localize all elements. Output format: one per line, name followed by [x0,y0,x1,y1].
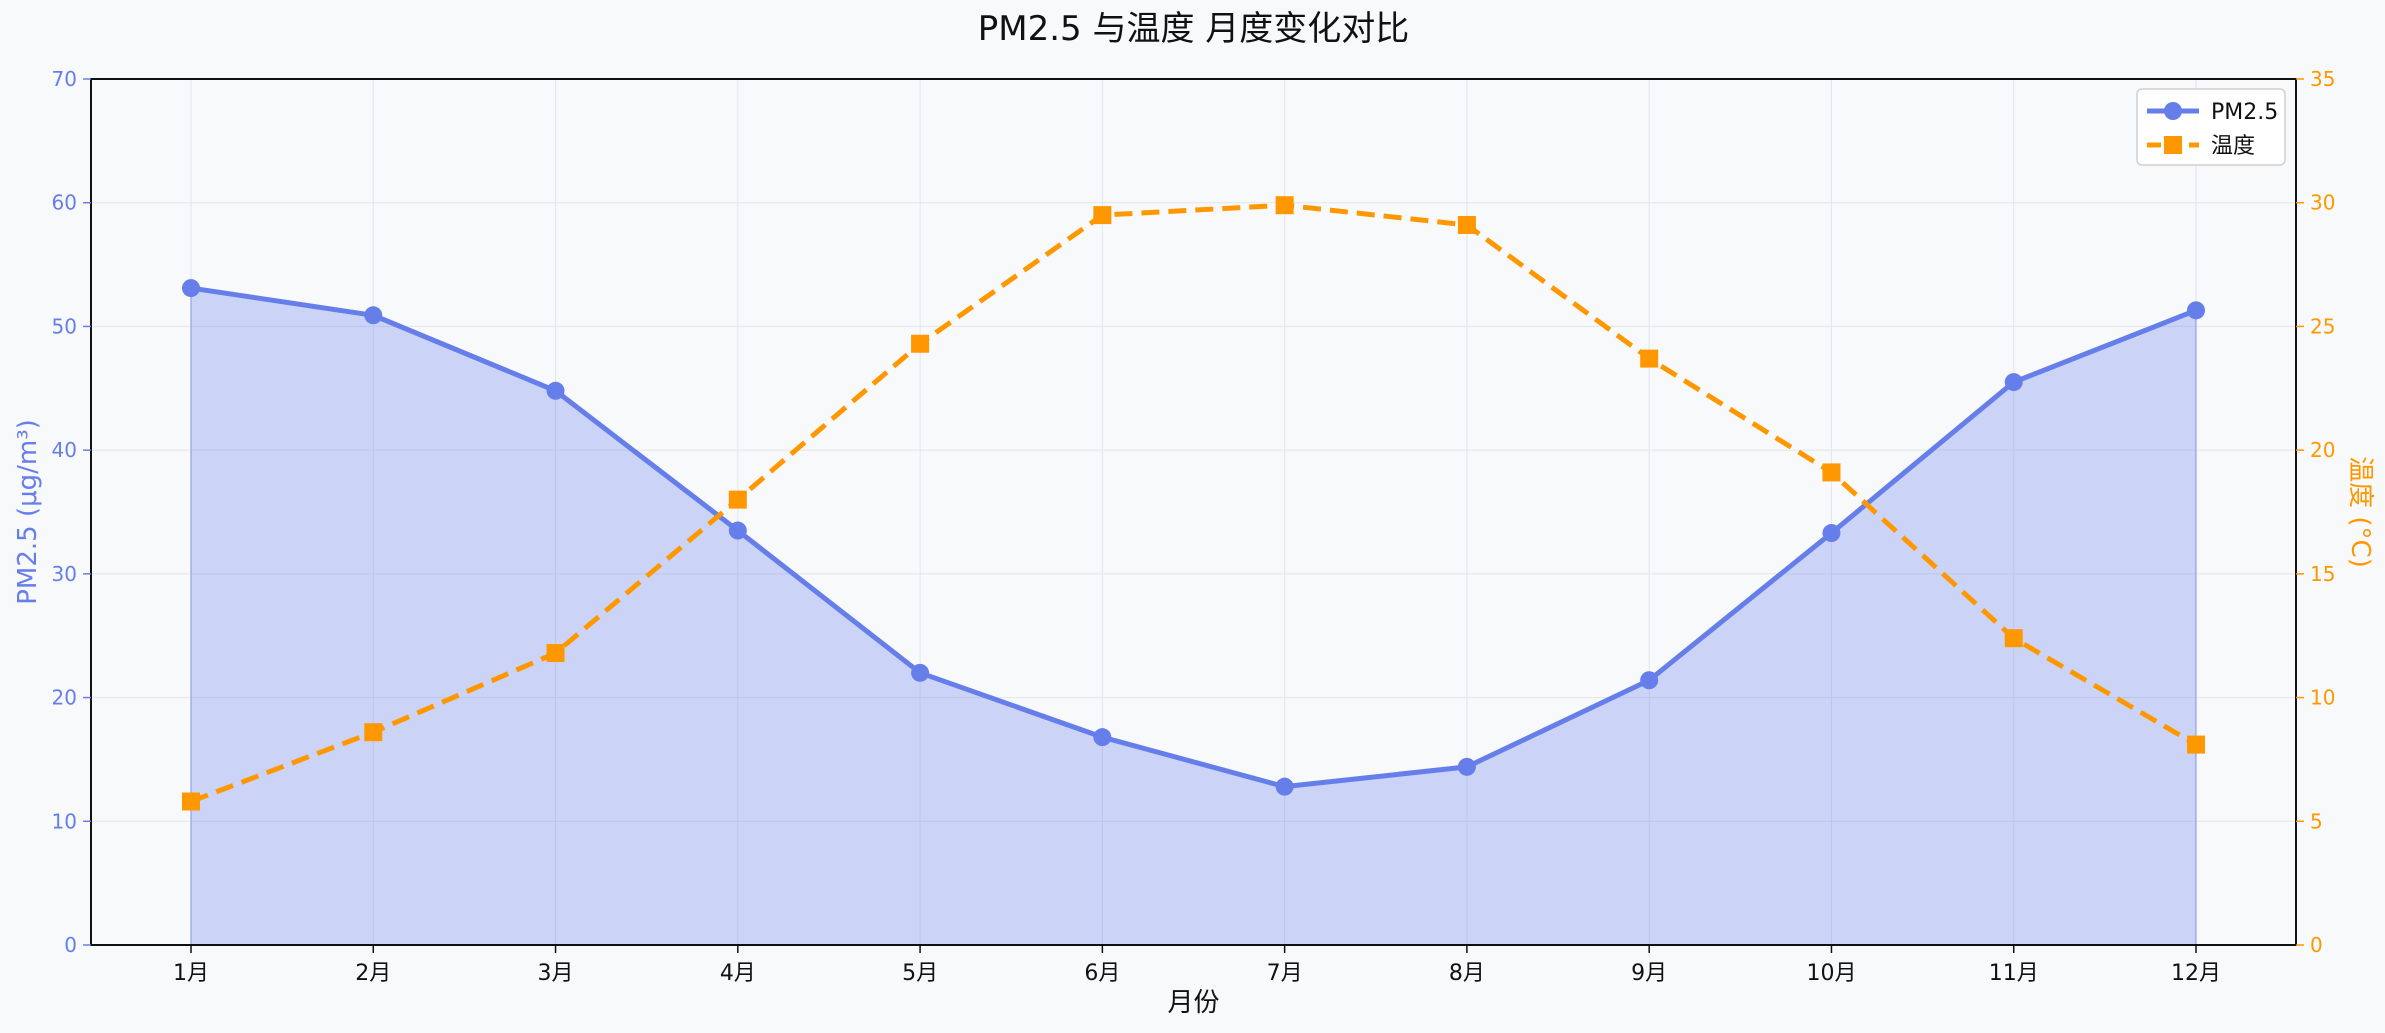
x-tick-label-0: 1月 [173,961,209,986]
data-point-pm25-4 [728,521,747,540]
y-right-tick-label-4: 20 [2310,438,2335,462]
x-tick-label-2: 3月 [538,961,574,986]
data-point-temperature-11 [2004,629,2023,648]
y-axis-left-label: PM2.5 (μg/m³) [13,419,43,605]
x-tick-label-9: 10月 [1806,961,1856,986]
y-left-tick-label-7: 70 [52,67,77,91]
y-right-tick-label-1: 5 [2310,809,2323,833]
x-tick-label-4: 5月 [902,961,938,986]
plot-frame [90,78,2297,946]
data-point-pm25-11 [2004,373,2023,392]
data-point-pm25-2 [364,306,383,325]
data-point-temperature-8 [1457,215,1476,234]
y-left-tick-label-2: 20 [52,686,77,710]
data-point-temperature-3 [546,644,565,663]
x-tick-label-8: 9月 [1631,961,1667,986]
x-axis-label: 月份 [1167,988,1219,1018]
series-line-pm25 [190,285,2197,790]
x-tick-label-3: 4月 [720,961,756,986]
data-point-temperature-9 [1640,349,1659,368]
x-tick-label-11: 12月 [2171,961,2221,986]
data-point-pm25-6 [1093,728,1112,747]
legend: PM2.5 温度 [2136,88,2286,166]
x-tick-label-5: 6月 [1084,961,1120,986]
y-right-tick-label-3: 15 [2310,562,2335,586]
legend-marker-pm25 [2164,102,2182,120]
data-point-temperature-10 [1822,463,1841,482]
chart-title: PM2.5 与温度 月度变化对比 [978,9,1410,49]
y-right-tick-label-0: 0 [2310,933,2323,957]
data-point-pm25-3 [546,381,565,400]
data-point-temperature-6 [1093,206,1112,225]
data-point-temperature-4 [728,490,747,509]
data-point-temperature-7 [1275,196,1294,215]
line-layer [190,202,2198,804]
data-point-pm25-12 [2187,301,2205,320]
y-right-tick-label-6: 30 [2310,191,2335,215]
data-point-temperature-5 [911,334,930,353]
x-tick-label-7: 8月 [1449,961,1485,986]
plot-area [91,79,2296,945]
data-point-temperature-1 [182,792,200,811]
x-tick-label-10: 11月 [1989,961,2039,986]
y-left-tick-label-4: 40 [52,438,77,462]
x-tick-label-1: 2月 [355,961,391,986]
legend-label-pm25: PM2.5 [2211,100,2278,125]
data-point-temperature-2 [364,723,383,742]
data-point-pm25-10 [1822,524,1841,543]
data-point-pm25-7 [1275,777,1294,796]
legend-entries [2147,102,2199,154]
y-left-tick-label-1: 10 [52,809,77,833]
data-point-temperature-12 [2187,735,2205,754]
y-left-tick-label-0: 0 [64,933,77,957]
y-axis-right-label: 温度 (°C) [2345,456,2375,568]
legend-marker-temperature [2164,136,2182,154]
y-right-tick-label-5: 25 [2310,314,2335,338]
y-left-tick-label-3: 30 [52,562,77,586]
y-left-tick-label-5: 50 [52,314,77,338]
data-point-pm25-9 [1640,671,1659,690]
data-point-pm25-1 [182,279,200,298]
x-tick-label-6: 7月 [1267,961,1303,986]
data-point-pm25-8 [1457,757,1476,776]
marker-layer [182,196,2205,811]
y-left-tick-label-6: 60 [52,191,77,215]
data-point-pm25-5 [911,663,930,682]
legend-label-temperature: 温度 [2211,134,2255,159]
axis-layer: 0 10 20 30 40 50 60 70 0 5 10 15 20 25 30 35 1月 2月 3月 4月 5月 6… [52,67,2336,986]
y-right-tick-label-2: 10 [2310,686,2335,710]
y-right-tick-label-7: 35 [2310,67,2335,91]
series-line-temperature [190,202,2198,804]
